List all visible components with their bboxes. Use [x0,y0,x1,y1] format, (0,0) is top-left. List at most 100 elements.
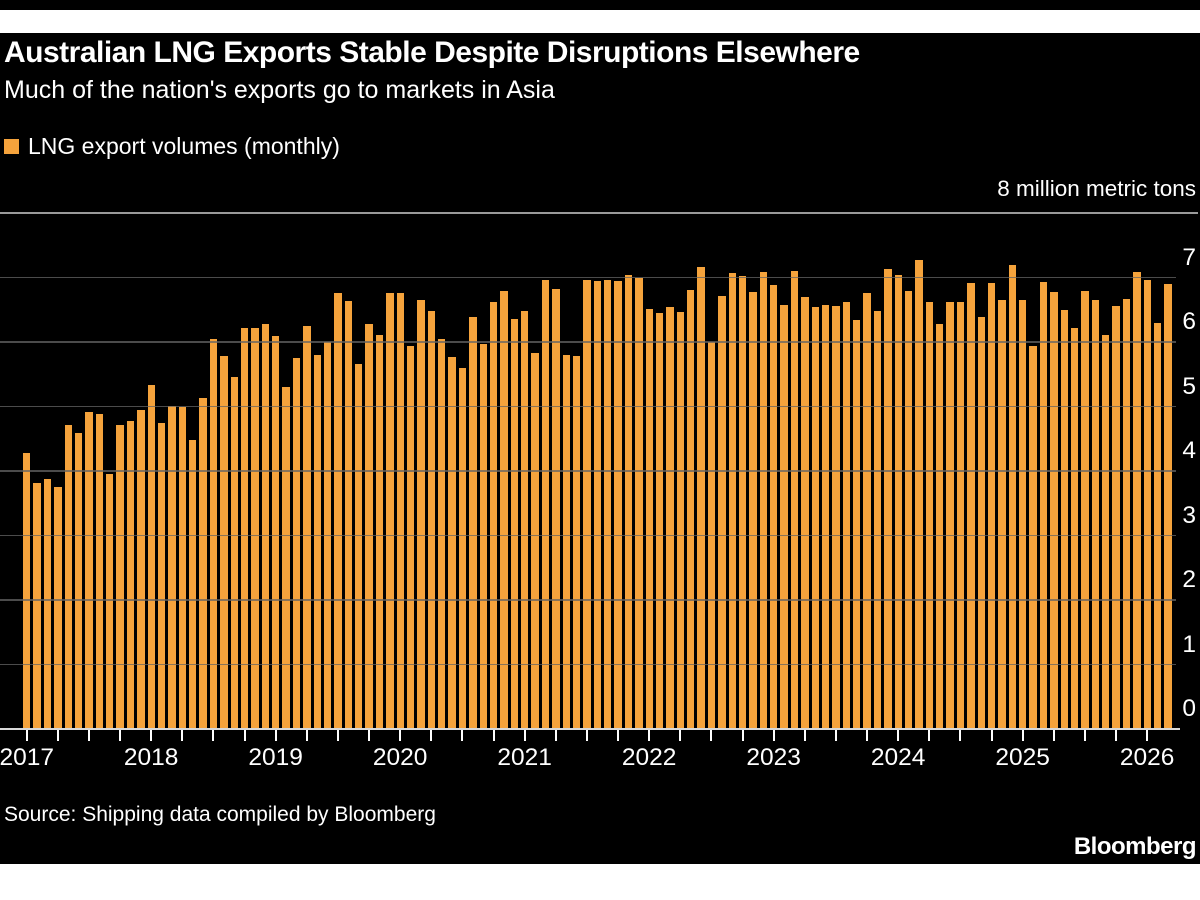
x-axis-year-label: 2023 [746,744,801,771]
bar-month [1122,299,1131,728]
bar-month [251,328,259,728]
x-axis-tick [243,730,246,741]
x-axis-tick [648,730,651,741]
bar-month [396,293,404,728]
y-axis-tick-label: 2 [1182,566,1196,593]
bar-month [894,275,902,728]
bar-month [583,280,591,728]
bar-month [355,363,363,728]
bloomberg-logo: Bloomberg [1073,833,1197,860]
bar-month [946,302,954,728]
bar-month [915,260,923,728]
bar-month [1102,335,1110,728]
bar-month [718,295,726,728]
bar-month [209,339,218,728]
legend-label: LNG export volumes (monthly) [28,133,340,159]
bar-month [521,310,529,728]
bar-month [842,301,851,728]
x-axis-tick [928,730,931,741]
bar-month [624,274,633,728]
bar-month [987,282,996,728]
x-axis-tick [897,730,900,741]
gridline [0,534,1176,537]
bar-month [365,324,373,728]
bar-month [303,326,311,728]
bar-month [282,386,290,728]
bar-month [1091,300,1100,728]
bar-month [1039,281,1048,728]
bar-month [23,453,31,728]
bar-month [292,358,301,728]
bar-month [126,420,135,728]
bar-month [790,270,799,728]
x-axis-tick [959,730,962,741]
bar-month [448,357,456,728]
bar-month [1008,264,1017,728]
y-axis-tick-label: 3 [1182,501,1196,529]
source-note: Source: Shipping data compiled by Bloomb… [4,803,436,826]
x-axis-tick [305,730,308,741]
x-axis-tick [461,730,464,741]
bar-month [562,355,570,728]
bar-month [74,433,83,728]
bar-month [873,311,882,728]
bar-month [1081,290,1089,728]
bar-month [728,273,736,728]
bar-month [427,310,436,728]
bar-month [261,324,270,728]
x-axis-tick [523,730,526,741]
bar-month [936,323,944,728]
x-axis-tick [150,730,153,741]
x-axis-tick [56,730,59,741]
bar-month [137,410,145,728]
gridline [0,341,1176,343]
x-axis-year-label: 2026 [1119,744,1175,771]
bar-month [489,302,498,728]
top-gridline [0,212,1198,214]
y-axis-tick-label: 6 [1182,308,1196,335]
bar-month [1133,271,1141,728]
y-axis-tick-label: 0 [1182,695,1196,722]
x-axis-tick [710,730,713,741]
bar-month [884,268,892,728]
bar-month [230,377,238,728]
bar-month [1153,322,1162,728]
bar-month [106,473,114,728]
chart-canvas: Australian LNG Exports Stable Despite Di… [0,33,1200,864]
bar-month [925,302,934,728]
bar-month [541,279,550,728]
bar-month [666,306,674,728]
x-axis-year-label: 2020 [372,744,428,771]
bar-month [770,284,778,728]
bar-month [821,304,830,728]
bar-month [1019,300,1027,728]
x-axis-tick [336,730,339,741]
bar-month [749,291,757,728]
x-axis-tick [1052,730,1055,741]
x-axis-tick [834,730,837,741]
bar-month [956,301,965,728]
bar-month [334,292,342,728]
plot-area: 2017 2018 2019 2020 2021 2022 2023 2024 2025 2026… [0,33,1200,864]
x-axis-year-label: 2022 [621,744,677,771]
bar-month [510,319,519,728]
bar-month [811,306,819,728]
bar-month [469,317,477,728]
x-axis-tick [274,730,277,741]
bar-month [479,344,487,728]
bar-month [904,290,913,728]
gridline [0,405,1176,408]
chart-subtitle: Much of the nation's exports go to marke… [4,76,555,104]
bar-month [33,482,41,728]
x-axis-year-label: 2024 [870,744,926,771]
bar-month [313,355,321,728]
y-axis-unit-label: 8 million metric tons [997,176,1196,201]
x-axis-year-label: 2019 [248,744,303,771]
x-axis-tick [25,730,28,741]
x-axis-tick [119,730,122,741]
x-axis-tick [430,730,433,741]
bar-month [64,424,72,728]
y-axis-tick-label: 1 [1182,630,1196,658]
x-axis-tick [1021,730,1024,741]
